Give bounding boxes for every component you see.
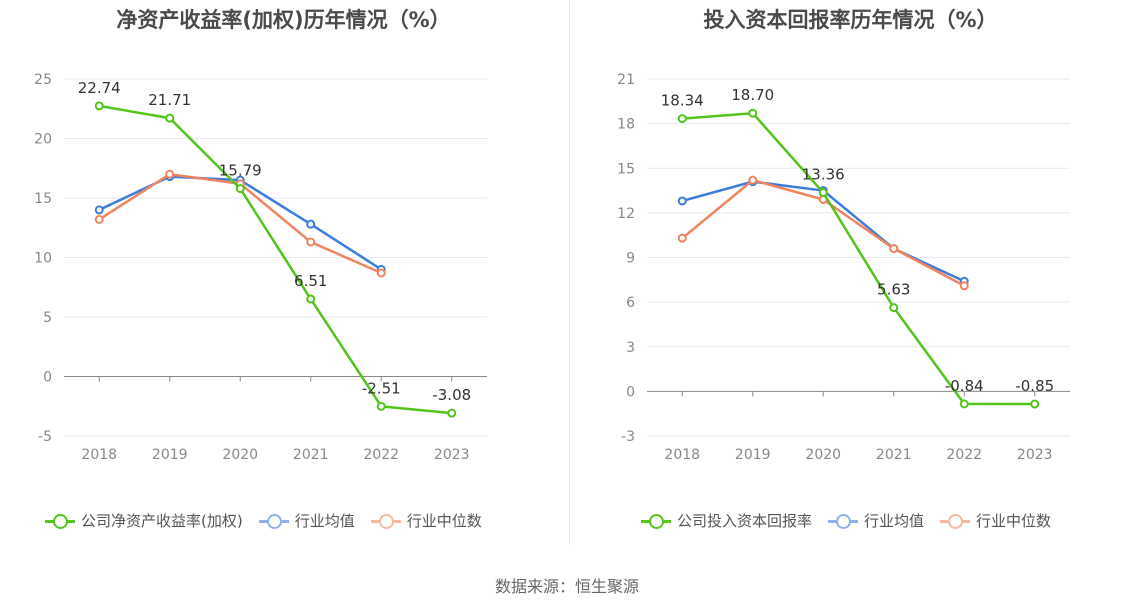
series-line xyxy=(99,104,452,415)
legend-marker-industry-median xyxy=(940,513,971,529)
roic-legend: 公司投入资本回报率 行业均值 行业中位数 xyxy=(641,510,1067,531)
legend-item-company-roic[interactable]: 公司投入资本回报率 xyxy=(641,510,812,531)
legend-item-industry-median[interactable]: 行业中位数 xyxy=(370,510,482,531)
data-point xyxy=(94,214,104,224)
data-point xyxy=(306,237,316,247)
data-label: -2.51 xyxy=(362,379,401,397)
legend-dot xyxy=(836,513,852,529)
legend-marker-industry-median xyxy=(370,513,401,529)
data-source-note: 数据来源：恒生聚源 xyxy=(494,577,639,596)
roe-chart-panel: -5 0 5 10 15 20 25 2018 2019 2020 2021 2022 2023 22.7… xyxy=(0,0,567,560)
data-label: 18.70 xyxy=(731,86,774,104)
legend-label: 行业均值 xyxy=(864,512,925,530)
data-point xyxy=(889,303,899,313)
legend-item-industry-avg[interactable]: 行业均值 xyxy=(828,510,924,531)
legend-marker-industry-avg xyxy=(828,513,859,529)
data-point xyxy=(1030,399,1040,409)
y-tick-label: 0 xyxy=(626,384,635,400)
y-tick-label: 5 xyxy=(43,310,52,326)
roe-chart-title: 净资产收益率(加权)历年情况（%） xyxy=(116,8,451,32)
legend-dot xyxy=(948,513,964,529)
y-tick-label: 15 xyxy=(617,161,635,177)
x-tick-label: 2023 xyxy=(434,447,470,463)
y-tick-label: 10 xyxy=(34,251,52,267)
y-tick-label: 21 xyxy=(617,72,635,88)
x-tick-label: 2018 xyxy=(664,447,700,463)
legend-label: 行业中位数 xyxy=(406,512,482,530)
data-point xyxy=(376,401,386,411)
legend-label: 行业中位数 xyxy=(976,512,1052,530)
legend-marker-company xyxy=(641,513,671,529)
data-label: -0.85 xyxy=(1015,377,1054,395)
data-point xyxy=(376,268,386,278)
data-point xyxy=(959,399,969,409)
x-tick-label: 2020 xyxy=(222,447,258,463)
legend-label: 公司投入资本回报率 xyxy=(677,512,813,530)
y-tick-label: 6 xyxy=(626,295,635,311)
legend-dot xyxy=(266,513,282,529)
x-tick-label: 2021 xyxy=(876,447,912,463)
legend-item-industry-median[interactable]: 行业中位数 xyxy=(940,510,1051,531)
x-tick-label: 2020 xyxy=(805,447,841,463)
y-tick-label: 20 xyxy=(34,132,52,148)
data-point xyxy=(165,113,175,123)
data-point xyxy=(748,175,758,185)
y-tick-label: -5 xyxy=(38,429,52,445)
legend-label: 公司净资产收益率(加权) xyxy=(81,512,243,530)
y-tick-label: 15 xyxy=(34,191,52,207)
data-point xyxy=(235,184,245,194)
data-label: -0.84 xyxy=(945,377,984,395)
roic-chart-title: 投入资本回报率历年情况（%） xyxy=(703,8,998,32)
legend-marker-company xyxy=(45,513,75,529)
x-tick-label: 2022 xyxy=(363,447,399,463)
data-point xyxy=(959,281,969,291)
x-tick-label: 2023 xyxy=(1017,447,1053,463)
data-point xyxy=(818,188,828,198)
data-point xyxy=(94,205,104,215)
y-tick-label: 3 xyxy=(626,340,635,356)
data-point xyxy=(306,219,316,229)
data-label: 21.71 xyxy=(148,91,191,109)
y-tick-label: 18 xyxy=(617,117,635,133)
data-point xyxy=(165,169,175,179)
y-tick-label: 12 xyxy=(617,206,635,222)
y-tick-label: 0 xyxy=(43,370,52,386)
x-tick-label: 2018 xyxy=(81,447,117,463)
legend-dot xyxy=(378,513,394,529)
roe-chart-svg: -5 0 5 10 15 20 25 2018 2019 2020 2021 2022 2023 22.7… xyxy=(34,72,487,463)
panel-divider xyxy=(569,0,570,545)
legend-dot xyxy=(53,513,68,529)
data-point xyxy=(677,114,687,124)
data-point xyxy=(447,408,457,418)
legend-item-industry-avg[interactable]: 行业均值 xyxy=(258,510,355,531)
data-label: 13.36 xyxy=(802,166,845,184)
legend-item-company-roe[interactable]: 公司净资产收益率(加权) xyxy=(45,510,243,531)
data-label: 6.51 xyxy=(294,272,327,290)
data-label: 22.74 xyxy=(78,79,121,97)
data-point xyxy=(94,101,104,111)
data-point xyxy=(748,108,758,118)
roe-legend: 公司净资产收益率(加权) 行业均值 行业中位数 xyxy=(45,510,498,531)
data-label: -3.08 xyxy=(432,386,471,404)
data-label: 5.63 xyxy=(877,281,910,299)
x-tick-label: 2019 xyxy=(152,447,188,463)
legend-label: 行业均值 xyxy=(294,512,355,530)
x-tick-label: 2019 xyxy=(735,447,771,463)
roic-chart-svg: -3 0 3 6 9 12 15 18 21 2018 2019 2020 2021 2022 2023 18… xyxy=(617,72,1070,463)
roic-chart-panel: -3 0 3 6 9 12 15 18 21 2018 2019 2020 2021 2022 2023 18… xyxy=(567,0,1134,560)
series-line xyxy=(682,111,1035,406)
data-point xyxy=(306,294,316,304)
legend-dot xyxy=(649,513,664,529)
x-tick-label: 2021 xyxy=(293,447,329,463)
y-tick-label: -3 xyxy=(621,429,635,445)
x-tick-label: 2022 xyxy=(946,447,982,463)
data-point xyxy=(677,196,687,206)
data-point xyxy=(677,233,687,243)
y-tick-label: 25 xyxy=(34,72,52,88)
data-point xyxy=(889,244,899,254)
data-label: 18.34 xyxy=(661,92,704,110)
data-label: 15.79 xyxy=(219,162,262,180)
legend-marker-industry-avg xyxy=(258,513,289,529)
y-tick-label: 9 xyxy=(626,251,635,267)
